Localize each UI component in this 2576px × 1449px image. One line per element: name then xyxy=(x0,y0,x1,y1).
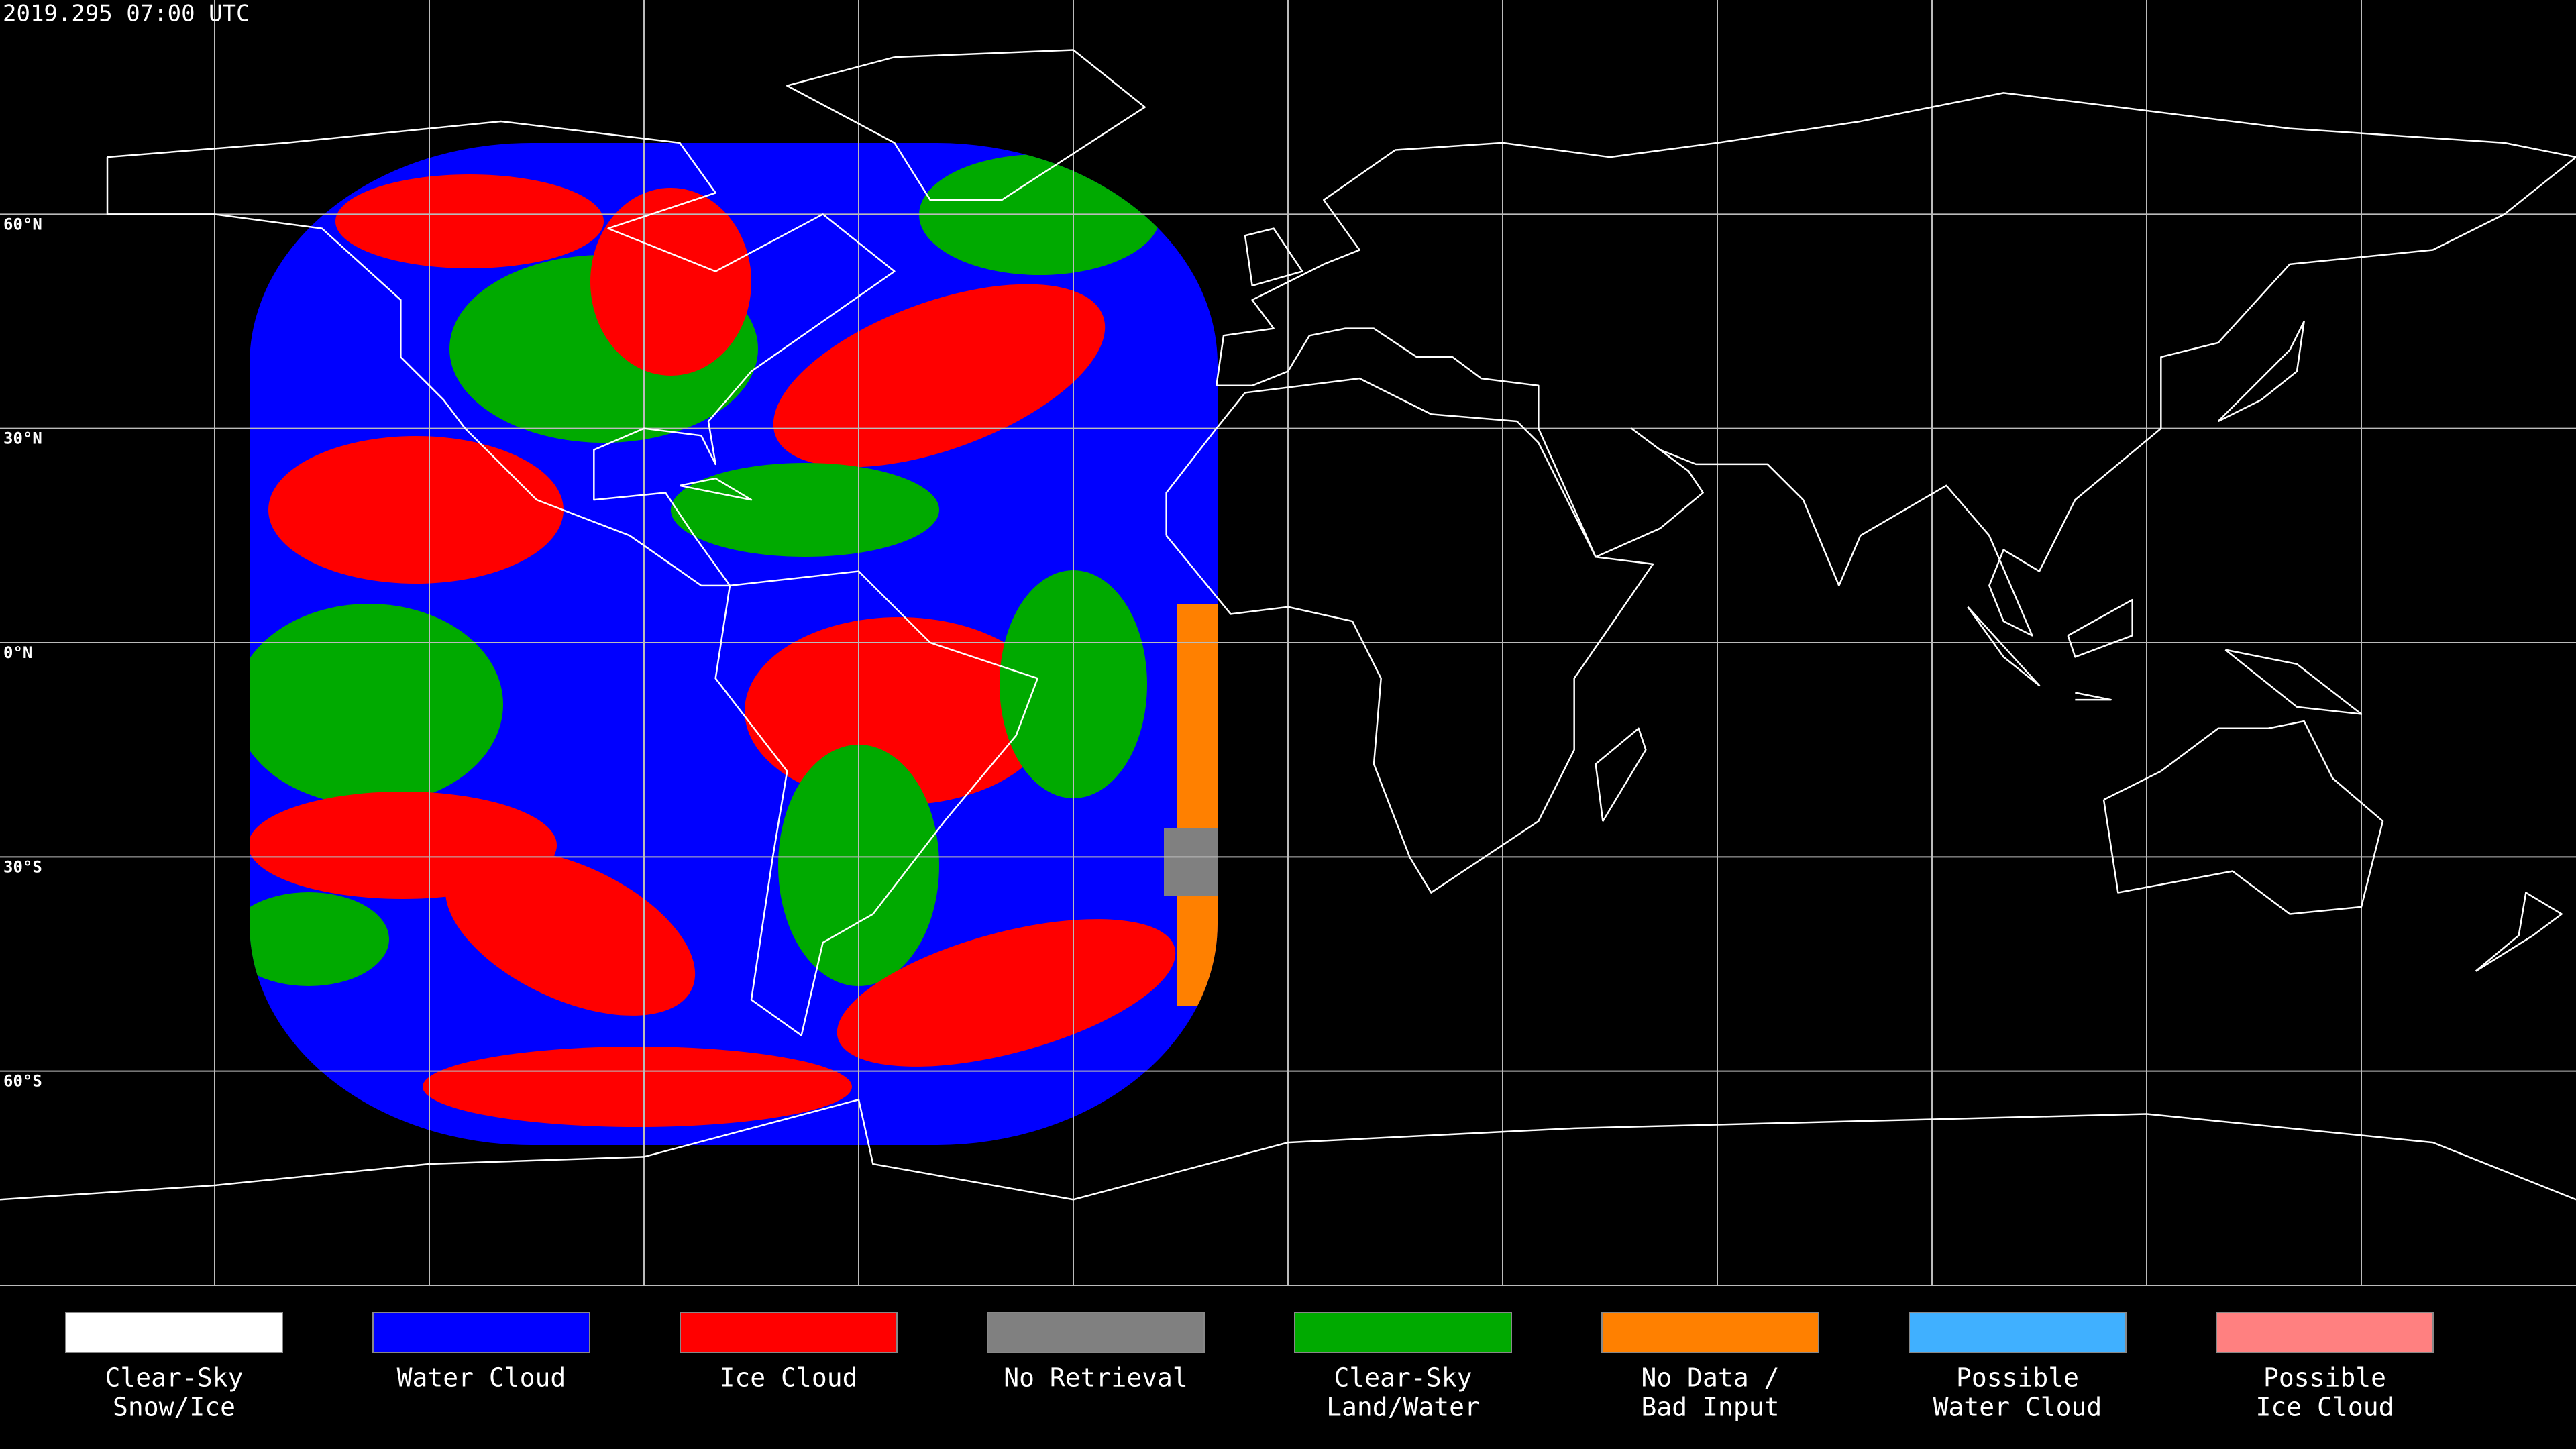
coastline xyxy=(0,1098,2576,1201)
graticule xyxy=(0,0,2576,1285)
latitude-label: 60°S xyxy=(3,1072,42,1091)
latitude-labels: 60°N 30°N 0°N 30°S 60°S xyxy=(3,215,42,1090)
legend-swatch xyxy=(1294,1312,1512,1353)
legend-label: Possible xyxy=(1956,1363,2079,1393)
legend-label: Land/Water xyxy=(1326,1393,1480,1422)
coastline xyxy=(1967,606,2041,687)
coastline xyxy=(714,570,1038,1036)
legend-label: Snow/Ice xyxy=(113,1393,235,1422)
coastline xyxy=(2067,598,2133,658)
legend-swatch xyxy=(2216,1312,2434,1353)
timestamp: 2019.295 07:00 UTC xyxy=(3,1,250,28)
cloud-mask xyxy=(250,143,1218,1145)
legend-label: Water Cloud xyxy=(1933,1393,2102,1422)
legend-label: Ice Cloud xyxy=(720,1363,858,1393)
latitude-label: 0°N xyxy=(3,643,32,662)
legend-label: Clear-Sky xyxy=(1334,1363,1472,1393)
legend-swatch xyxy=(65,1312,283,1353)
legend-swatch xyxy=(1909,1312,2127,1353)
legend-label: Clear-Sky xyxy=(105,1363,244,1393)
coastline xyxy=(106,120,896,587)
coastline xyxy=(680,477,753,501)
coastline xyxy=(2075,692,2112,701)
coastline xyxy=(1165,377,1654,894)
latitude-label: 30°N xyxy=(3,429,42,448)
legend-label: No Data / xyxy=(1642,1363,1780,1393)
legend-label: Water Cloud xyxy=(397,1363,566,1393)
legend-swatch xyxy=(372,1312,590,1353)
legend-swatch xyxy=(987,1312,1205,1353)
coastlines xyxy=(0,49,2576,1201)
latitude-label: 30°S xyxy=(3,857,42,876)
coastline xyxy=(2102,720,2384,915)
coastline xyxy=(2475,892,2563,972)
legend-label: Ice Cloud xyxy=(2256,1393,2394,1422)
coastline xyxy=(2217,320,2305,423)
legend-label: Bad Input xyxy=(1642,1393,1780,1422)
coastline xyxy=(1216,92,2576,637)
coastline xyxy=(1595,727,1647,822)
legend-label: Possible xyxy=(2263,1363,2386,1393)
legend-swatch xyxy=(1601,1312,1819,1353)
coastline xyxy=(1244,227,1303,286)
latitude-label: 60°N xyxy=(3,215,42,233)
coastline xyxy=(2224,649,2363,715)
legend-label: No Retrieval xyxy=(1004,1363,1188,1393)
legend-swatch xyxy=(680,1312,898,1353)
coastline xyxy=(786,49,1146,201)
